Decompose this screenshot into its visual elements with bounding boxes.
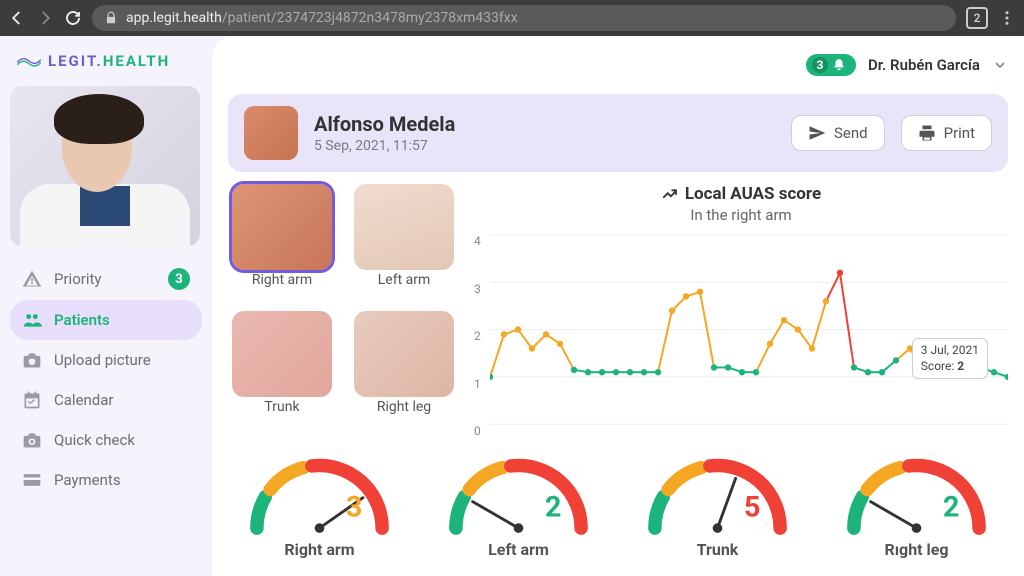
gauge-value: 3 [346,491,363,525]
chevron-down-icon[interactable] [992,57,1008,73]
reload-icon[interactable] [64,9,82,27]
sidebar: LEGIT.HEALTH Priority 3 Patients Upload pic… [0,36,212,576]
url-path: /patient/2374723j4872n3478my2378xm433fxx [222,10,518,26]
patient-date: 5 Sep, 2021, 11:57 [314,138,775,154]
logo[interactable]: LEGIT.HEALTH [10,48,202,80]
auas-chart: Local AUAS score In the right arm 01234 … [474,184,1008,430]
gauge-label: Left arm [488,540,549,559]
thumb-left-arm[interactable]: Left arm [350,184,458,303]
send-icon [808,124,826,142]
thumb-right-arm[interactable]: Right arm [228,184,336,303]
gauge-trunk: 5 Trunk [626,446,809,559]
gauge-value: 2 [545,491,562,525]
gauge-value: 2 [943,491,960,525]
thumb-right-leg[interactable]: Right leg [350,311,458,430]
sidebar-item-priority[interactable]: Priority 3 [10,258,202,300]
thumb-image [232,184,332,270]
sidebar-item-payments[interactable]: Payments [10,460,202,500]
sidebar-badge: 3 [168,268,190,290]
body-thumbnails: Right arm Left arm Trunk Right leg [228,184,458,430]
y-tick: 3 [474,282,481,296]
bell-icon [832,58,846,72]
chart-subtitle: In the right arm [474,206,1008,224]
sidebar-item-label: Payments [54,471,121,489]
browser-bar: app.legit.health/patient/2374723j4872n34… [0,0,1024,36]
thumb-label: Left arm [378,272,431,288]
gauge-label: Right arm [284,540,354,559]
thumb-label: Right leg [377,399,431,415]
chart-tooltip: 3 Jul, 2021 Score: 2 [912,338,988,379]
sidebar-item-quick-check[interactable]: Quick check [10,420,202,460]
print-icon [918,124,936,142]
print-button[interactable]: Print [901,115,992,151]
sidebar-item-patients[interactable]: Patients [10,300,202,340]
user-name[interactable]: Dr. Rubén García [868,56,980,74]
thumb-trunk[interactable]: Trunk [228,311,336,430]
trend-icon [661,185,679,203]
thumb-image [354,184,454,270]
send-button[interactable]: Send [791,115,885,151]
gauge-value: 5 [744,491,761,525]
sidebar-item-calendar[interactable]: Calendar [10,380,202,420]
y-tick: 1 [474,377,481,391]
sidebar-item-label: Upload picture [54,351,151,369]
gauge-row: 3 Right arm 2 Left arm 5 Trunk 2 Rıght l… [228,446,1008,559]
thumb-label: Trunk [264,399,299,415]
patient-name: Alfonso Medela [314,112,775,136]
gauge-right-arm: 3 Right arm [228,446,411,559]
sidebar-item-label: Priority [54,270,101,288]
gauge-rıght-leg: 2 Rıght leg [825,446,1008,559]
patients-icon [22,310,42,330]
back-icon[interactable] [8,9,26,27]
url-bar[interactable]: app.legit.health/patient/2374723j4872n34… [92,5,956,31]
payments-icon [22,470,42,490]
gauge-left-arm: 2 Left arm [427,446,610,559]
eye-icon [22,430,42,450]
sidebar-item-label: Calendar [54,391,114,409]
sidebar-item-upload-picture[interactable]: Upload picture [10,340,202,380]
gauge-label: Rıght leg [884,540,948,559]
thumb-image [232,311,332,397]
thumb-image [354,311,454,397]
main-panel: 3 Dr. Rubén García Alfonso Medela 5 Sep,… [212,36,1024,576]
gauge-label: Trunk [697,540,739,559]
logo-icon [16,53,42,69]
chart-title: Local AUAS score [685,184,821,204]
notification-pill[interactable]: 3 [806,54,856,76]
forward-icon[interactable] [36,9,54,27]
sidebar-item-label: Patients [54,311,110,329]
lock-icon [104,11,118,25]
y-tick: 4 [474,234,481,248]
doctor-avatar[interactable] [10,86,200,246]
warning-icon [22,269,42,289]
camera-icon [22,350,42,370]
calendar-icon [22,390,42,410]
y-tick: 2 [474,329,481,343]
tab-count[interactable]: 2 [966,7,988,29]
url-host: app.legit.health [126,10,222,26]
patient-thumb[interactable] [244,106,298,160]
patient-header: Alfonso Medela 5 Sep, 2021, 11:57 Send P… [228,94,1008,172]
y-tick: 0 [474,424,481,438]
notification-count: 3 [812,57,828,73]
more-icon[interactable] [998,9,1016,27]
thumb-label: Right arm [252,272,312,288]
sidebar-item-label: Quick check [54,431,135,449]
